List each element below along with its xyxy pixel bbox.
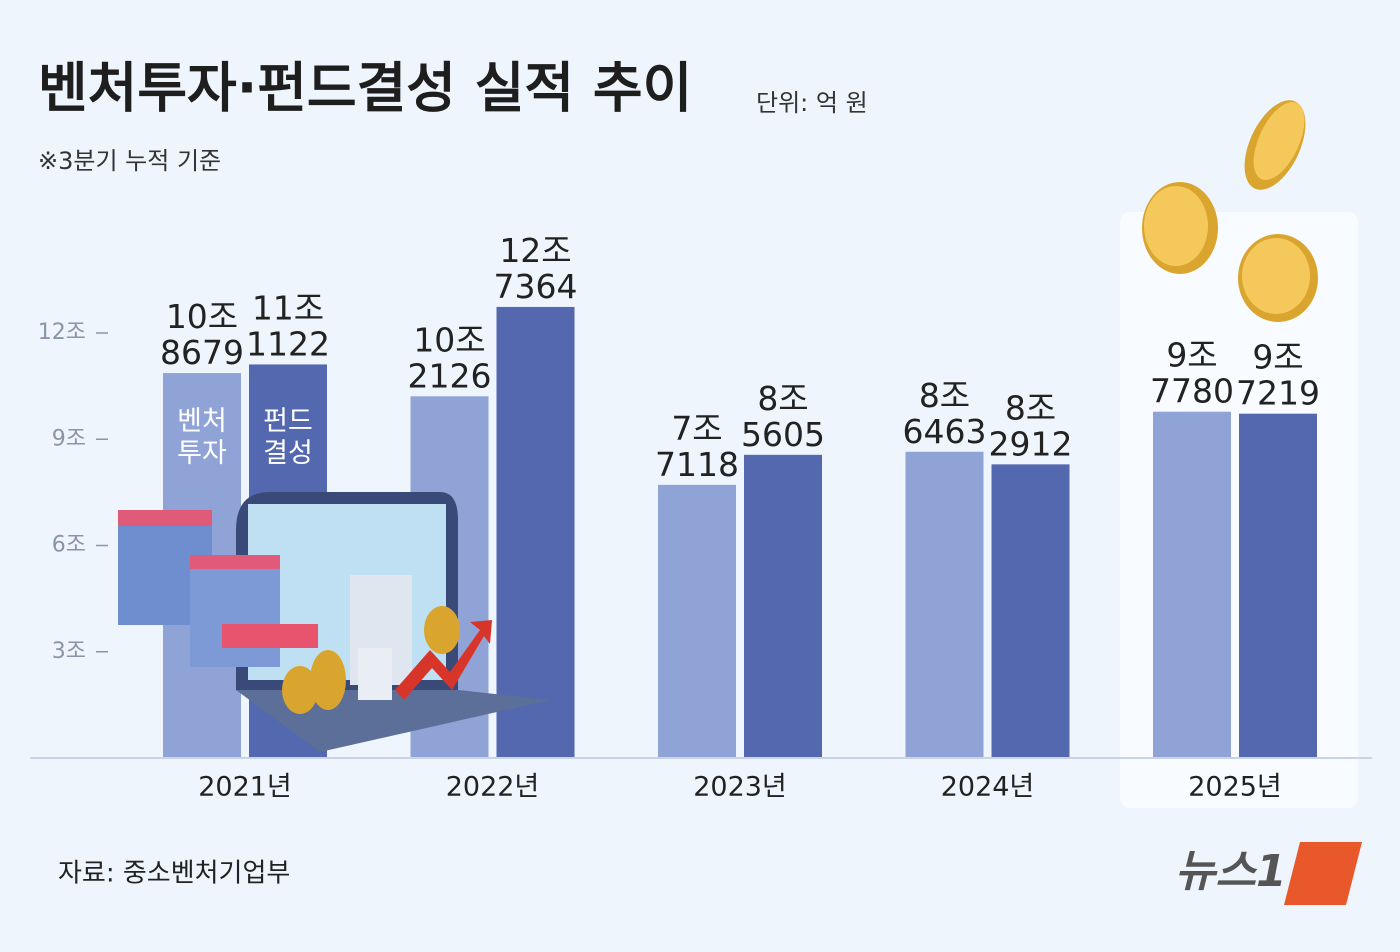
unit: 단위: 억 원	[756, 89, 868, 117]
x-tick-label: 2022년	[446, 772, 540, 803]
laptop-illustration	[118, 492, 550, 752]
bar	[744, 454, 822, 758]
source: 자료: 중소벤처기업부	[58, 859, 290, 889]
x-tick-label: 2023년	[693, 772, 787, 803]
bar	[658, 484, 736, 758]
bar	[1153, 411, 1231, 758]
value-label: 8조 6463	[903, 375, 987, 450]
bar	[1239, 413, 1317, 758]
value-label: 9조 7780	[1150, 335, 1234, 410]
bar	[905, 451, 984, 758]
logo-mark	[1284, 842, 1362, 905]
bar	[496, 306, 575, 758]
logo: 뉴스1	[1175, 846, 1287, 897]
value-label: 11조 1122	[246, 288, 330, 363]
value-label: 10조 8679	[160, 297, 244, 372]
value-label: 8조 5605	[741, 378, 825, 453]
value-label: 9조 7219	[1236, 337, 1320, 412]
x-tick-label: 2025년	[1188, 772, 1282, 803]
coins	[1142, 100, 1318, 322]
y-tick-label: 3조	[52, 639, 86, 664]
x-tick-label: 2021년	[198, 772, 292, 803]
bar	[991, 464, 1070, 758]
value-label: 7조 7118	[655, 408, 739, 483]
y-tick-label: 6조	[52, 533, 86, 558]
chart-title: 벤처투자·펀드결성 실적 추이	[38, 57, 692, 120]
x-tick-label: 2024년	[941, 772, 1035, 803]
legend-label: 펀드 결성	[263, 406, 313, 469]
value-label: 10조 2126	[408, 320, 492, 395]
value-label: 12조 7364	[494, 230, 578, 305]
note: ※3분기 누적 기준	[38, 147, 221, 175]
legend-label: 벤처 투자	[177, 406, 227, 469]
value-label: 8조 2912	[989, 388, 1073, 463]
y-tick-label: 9조	[52, 426, 86, 451]
y-tick-label: 12조	[38, 320, 86, 345]
